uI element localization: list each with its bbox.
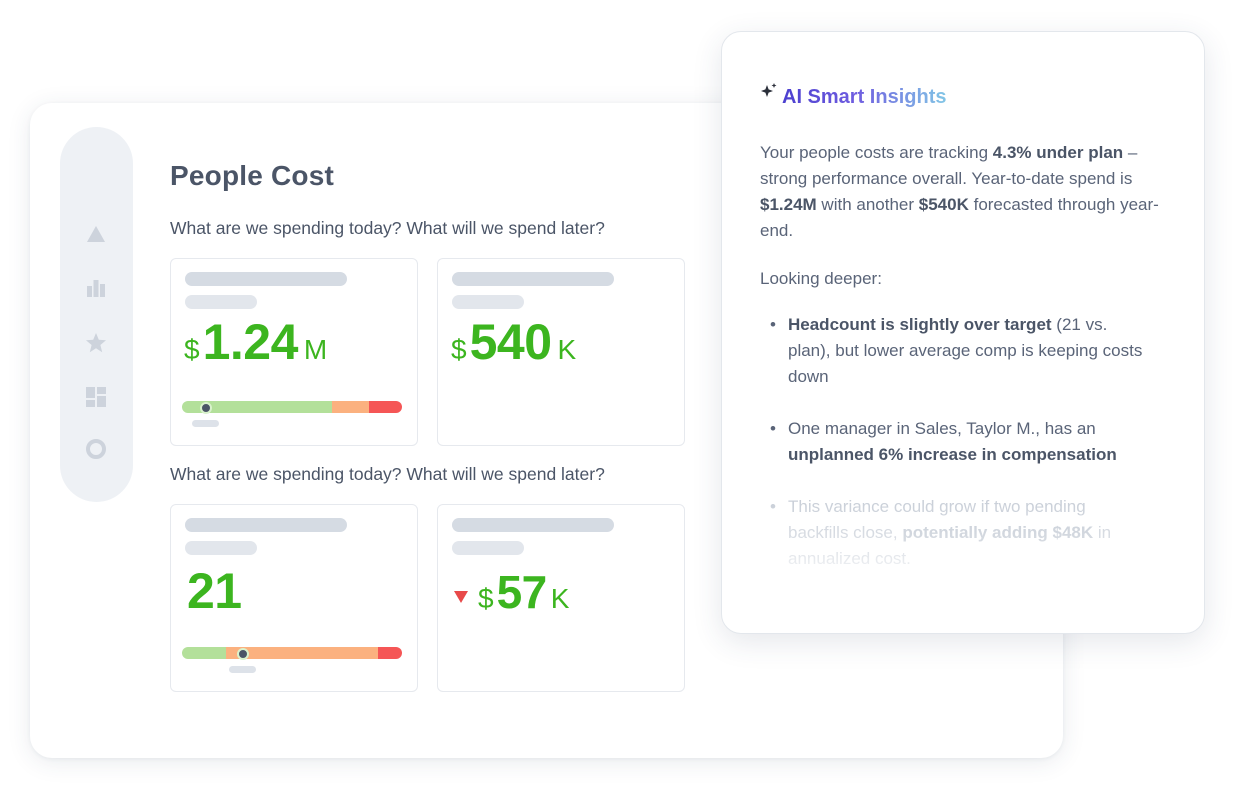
currency-symbol: $ bbox=[478, 583, 494, 614]
star-icon[interactable] bbox=[84, 331, 108, 355]
triangle-icon[interactable] bbox=[84, 222, 108, 246]
metric-card-forecast[interactable]: $ 540 K bbox=[437, 258, 685, 446]
metric-number: 540 bbox=[469, 314, 552, 370]
skeleton-line bbox=[452, 518, 614, 532]
metric-card-variance[interactable]: $ 57 K bbox=[437, 504, 685, 692]
metric-unit: K bbox=[557, 334, 577, 365]
skeleton-line bbox=[185, 518, 347, 532]
range-bar-marker bbox=[200, 402, 212, 414]
layout-grid-icon[interactable] bbox=[84, 385, 108, 409]
skeleton-line bbox=[185, 541, 257, 555]
marker-label-placeholder bbox=[229, 666, 256, 673]
range-bar-red bbox=[377, 647, 402, 659]
section-question-2: What are we spending today? What will we… bbox=[170, 464, 605, 484]
circle-icon[interactable] bbox=[84, 437, 108, 461]
range-bar-orange bbox=[331, 401, 369, 413]
metric-value: $ 57 K bbox=[454, 565, 569, 619]
insight-bullet: • Headcount is slightly over target (21 v… bbox=[770, 315, 1143, 386]
range-bar-green bbox=[182, 401, 332, 413]
marker-label-placeholder bbox=[192, 420, 219, 427]
skeleton-line bbox=[185, 295, 257, 309]
insight-bullet: • One manager in Sales, Taylor M., has an… bbox=[770, 419, 1117, 464]
skeleton-line bbox=[452, 295, 524, 309]
metric-value: $ 540 K bbox=[451, 313, 576, 371]
metric-value: 21 bbox=[187, 562, 242, 620]
range-bar bbox=[182, 647, 402, 659]
range-bar-green bbox=[182, 647, 226, 659]
metric-card-headcount[interactable]: 21 bbox=[170, 504, 418, 692]
skeleton-line bbox=[452, 272, 614, 286]
ai-insights-title: AI Smart Insights bbox=[782, 86, 947, 108]
range-bar bbox=[182, 401, 402, 413]
metric-card-ytd-spend[interactable]: $ 1.24 M bbox=[170, 258, 418, 446]
sidebar-nav bbox=[60, 127, 133, 502]
down-triangle-icon bbox=[454, 590, 468, 608]
ai-insights-header: AI Smart Insights bbox=[760, 83, 947, 109]
metric-unit: M bbox=[303, 334, 328, 365]
insight-bullet: • This variance could grow if two pending… bbox=[770, 497, 1112, 568]
bar-chart-icon[interactable] bbox=[84, 276, 108, 300]
metric-unit: K bbox=[550, 583, 570, 614]
section-question-1: What are we spending today? What will we… bbox=[170, 218, 605, 238]
range-bar-orange bbox=[226, 647, 378, 659]
skeleton-line bbox=[452, 541, 524, 555]
metric-number: 1.24 bbox=[202, 314, 299, 370]
insight-subheading: Looking deeper: bbox=[760, 269, 882, 288]
currency-symbol: $ bbox=[184, 334, 200, 365]
metric-number: 21 bbox=[187, 563, 242, 619]
metric-value: $ 1.24 M bbox=[184, 313, 327, 371]
range-bar-marker bbox=[237, 648, 249, 660]
page-title: People Cost bbox=[170, 160, 335, 191]
range-bar-red bbox=[368, 401, 402, 413]
currency-symbol: $ bbox=[451, 334, 467, 365]
skeleton-line bbox=[185, 272, 347, 286]
sparkle-icon bbox=[760, 83, 778, 106]
metric-number: 57 bbox=[496, 566, 548, 618]
insight-summary: Your people costs are tracking 4.3% unde… bbox=[760, 143, 1159, 240]
